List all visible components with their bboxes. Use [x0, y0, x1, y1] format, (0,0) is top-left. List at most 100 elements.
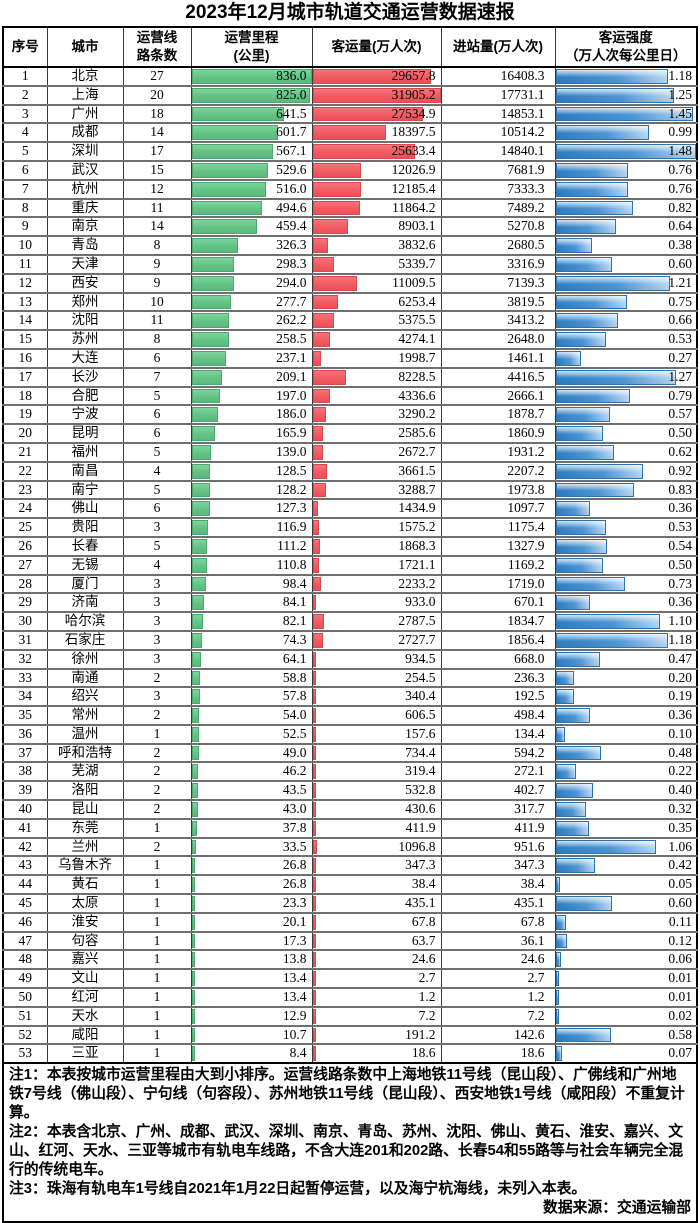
cell-value: 1.48	[668, 143, 692, 159]
cell-passengers: 2.7	[311, 968, 442, 989]
cell-seq: 10	[2, 235, 48, 255]
cell-entries: 1878.7	[440, 404, 556, 425]
mileage-bar	[192, 200, 263, 216]
cell-passengers: 27534.9	[311, 103, 442, 124]
cell-city: 温州	[46, 723, 124, 744]
table-row: 37 呼和浩特 2 49.0 734.4 594.2 0.48	[2, 742, 698, 763]
cell-entries: 1719.0	[440, 573, 556, 594]
mileage-bar	[192, 162, 268, 178]
cell-value: 258.5	[276, 331, 307, 347]
cell-value: 0.53	[668, 519, 692, 535]
table-row: 33 南通 2 58.8 254.5 236.3 0.20	[2, 667, 698, 688]
cell-lines: 9	[122, 253, 192, 274]
cell-value: 0.92	[668, 462, 692, 478]
cell-value: 0.36	[668, 594, 692, 610]
cell-lines: 15	[122, 159, 192, 180]
col-header-lines-line2: 路条数	[136, 48, 178, 63]
cell-passengers: 24.6	[311, 949, 442, 970]
intensity-bar	[556, 632, 668, 648]
mileage-bar	[192, 219, 258, 235]
cell-value: 43.5	[282, 782, 307, 798]
cell-value: 63.7	[411, 932, 436, 948]
cell-lines: 10	[122, 291, 192, 312]
intensity-bar	[556, 69, 668, 84]
cell-entries: 16408.3	[440, 66, 556, 86]
cell-entries: 498.4	[440, 705, 556, 725]
cell-intensity: 0.05	[554, 874, 698, 895]
passengers-bar	[313, 764, 316, 780]
cell-intensity: 0.40	[554, 780, 698, 801]
table-row: 21 福州 5 139.0 2672.7 1931.2 0.62	[2, 441, 698, 462]
cell-passengers: 18.6	[311, 1043, 442, 1064]
cell-seq: 41	[2, 817, 48, 838]
passengers-bar	[313, 350, 321, 366]
table-row: 45 太原 1 23.3 435.1 435.1 0.60	[2, 893, 698, 913]
cell-lines: 1	[122, 817, 192, 838]
cell-value: 0.76	[668, 180, 692, 196]
mileage-bar	[192, 557, 208, 573]
cell-city: 重庆	[46, 197, 124, 218]
cell-entries: 7681.9	[440, 159, 556, 180]
intensity-bar	[556, 444, 615, 460]
cell-city: 贵阳	[46, 517, 124, 537]
cell-value: 13.4	[282, 989, 307, 1005]
cell-city: 徐州	[46, 648, 124, 669]
cell-seq: 19	[2, 404, 48, 425]
col-header-entries: 进站量(万人次)	[440, 26, 556, 68]
cell-seq: 20	[2, 423, 48, 443]
cell-entries: 668.0	[440, 648, 556, 669]
cell-value: 165.9	[276, 425, 307, 441]
mileage-bar	[192, 1046, 195, 1062]
cell-value: 0.64	[668, 218, 692, 234]
cell-value: 347.3	[405, 857, 436, 873]
cell-entries: 3316.9	[440, 253, 556, 274]
passengers-bar	[313, 87, 440, 103]
cell-intensity: 0.27	[554, 347, 698, 368]
cell-entries: 1834.7	[440, 611, 556, 631]
cell-seq: 9	[2, 216, 48, 237]
cell-passengers: 1998.7	[311, 347, 442, 368]
cell-seq: 16	[2, 347, 48, 368]
intensity-bar	[556, 820, 589, 836]
passengers-bar	[313, 877, 316, 893]
intensity-bar	[556, 538, 607, 554]
cell-passengers: 8903.1	[311, 216, 442, 237]
mileage-bar	[192, 802, 198, 817]
cell-intensity: 0.50	[554, 554, 698, 575]
table-row: 52 咸阳 1 10.7 191.2 142.6 0.58	[2, 1024, 698, 1045]
cell-passengers: 1868.3	[311, 535, 442, 556]
cell-value: 29657.8	[391, 68, 436, 83]
col-header-passengers-label: 客运量(万人次)	[331, 39, 422, 55]
cell-intensity: 0.99	[554, 122, 698, 143]
cell-lines: 2	[122, 742, 192, 763]
cell-intensity: 0.42	[554, 855, 698, 876]
note-1: 注1：本表按城市运营里程由大到小排序。运营线路条数中上海地铁11号线（昆山段）、…	[9, 1067, 685, 1122]
cell-seq: 2	[2, 84, 48, 105]
mileage-bar	[192, 670, 200, 686]
cell-value: 1.18	[668, 631, 692, 647]
cell-seq: 49	[2, 968, 48, 989]
cell-mileage: 74.3	[190, 629, 313, 650]
cell-passengers: 340.4	[311, 686, 442, 707]
cell-intensity: 1.18	[554, 66, 698, 86]
cell-value: 197.0	[276, 387, 307, 403]
cell-entries: 411.9	[440, 817, 556, 838]
cell-entries: 38.4	[440, 874, 556, 895]
passengers-bar	[313, 426, 323, 441]
table-row: 4 成都 14 601.7 18397.5 10514.2 0.99	[2, 122, 698, 143]
intensity-bar	[556, 614, 660, 629]
table-row: 31 石家庄 3 74.3 2727.7 1856.4 1.18	[2, 629, 698, 650]
cell-value: 0.32	[668, 801, 692, 817]
cell-seq: 8	[2, 197, 48, 218]
cell-value: 3832.6	[398, 237, 436, 253]
intensity-bar	[556, 745, 602, 761]
table-row: 44 黄石 1 26.8 38.4 38.4 0.05	[2, 874, 698, 895]
cell-mileage: 165.9	[190, 423, 313, 443]
cell-intensity: 0.76	[554, 159, 698, 180]
cell-value: 601.7	[276, 124, 307, 140]
passengers-bar	[313, 181, 362, 197]
cell-lines: 2	[122, 667, 192, 688]
cell-value: 0.10	[668, 725, 692, 741]
col-header-seq-label: 序号	[11, 39, 39, 55]
cell-lines: 18	[122, 103, 192, 124]
